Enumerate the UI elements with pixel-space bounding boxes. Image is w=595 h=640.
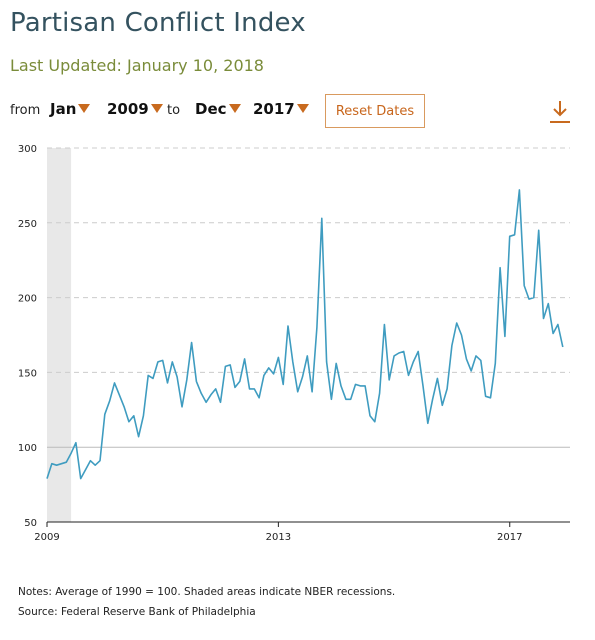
from-label: from — [10, 103, 41, 118]
x-tick-label: 2017 — [497, 532, 522, 543]
download-button[interactable] — [548, 98, 572, 124]
from-month-select[interactable]: Jan — [50, 100, 91, 118]
y-tick-label: 50 — [24, 518, 37, 529]
y-tick-label: 300 — [18, 144, 37, 155]
chevron-down-icon — [296, 104, 309, 113]
partisan-conflict-chart: 50 100 150 200 250 300 2009 2013 2017 — [18, 144, 570, 543]
chevron-down-icon — [228, 104, 241, 113]
y-tick-label: 200 — [18, 294, 37, 305]
to-year-value: 2017 — [253, 100, 295, 118]
from-year-value: 2009 — [107, 100, 149, 118]
to-month-select[interactable]: Dec — [195, 100, 241, 118]
reset-dates-button[interactable]: Reset Dates — [325, 94, 425, 128]
chevron-down-icon — [78, 104, 91, 113]
from-month-value: Jan — [50, 100, 77, 118]
series-line — [46, 189, 564, 480]
y-tick-label: 150 — [18, 368, 37, 379]
x-tick-label: 2013 — [266, 532, 291, 543]
y-tick-label: 100 — [18, 443, 37, 454]
from-year-select[interactable]: 2009 — [107, 100, 163, 118]
to-label: to — [167, 103, 181, 118]
to-year-select[interactable]: 2017 — [253, 100, 309, 118]
to-month-value: Dec — [195, 100, 227, 118]
x-tick-label: 2009 — [34, 532, 59, 543]
chart-notes: Notes: Average of 1990 = 100. Shaded are… — [18, 586, 396, 598]
date-range-controls: from Jan 2009 to Dec 2017 Reset Dates — [10, 94, 585, 128]
y-tick-label: 250 — [18, 219, 37, 230]
page-title: Partisan Conflict Index — [10, 8, 306, 38]
chevron-down-icon — [150, 104, 163, 113]
chart-source: Source: Federal Reserve Bank of Philadel… — [18, 606, 256, 618]
download-icon — [550, 101, 570, 123]
last-updated: Last Updated: January 10, 2018 — [10, 56, 264, 75]
